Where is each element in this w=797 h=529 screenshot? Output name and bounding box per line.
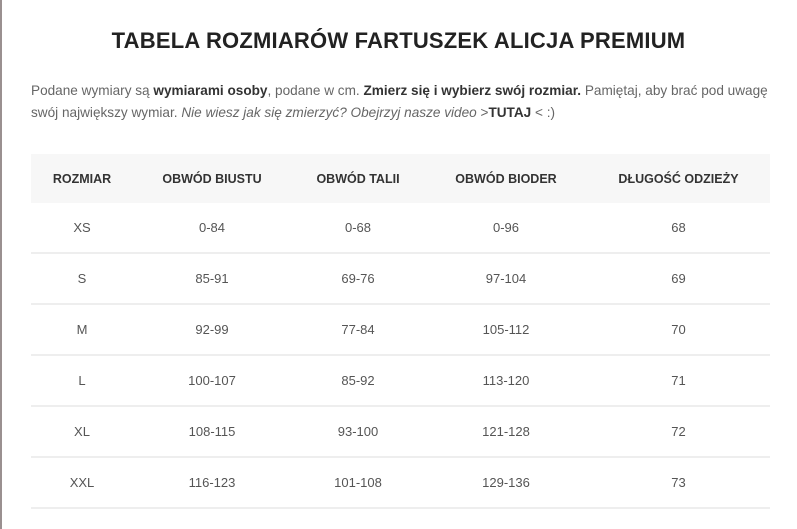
table-row: XS 0-84 0-68 0-96 68 — [31, 203, 770, 254]
table-cell: 100-107 — [133, 355, 291, 407]
video-link[interactable]: TUTAJ — [488, 105, 532, 120]
intro-text-part: < :) — [531, 105, 556, 120]
table-cell: 108-115 — [133, 406, 291, 458]
column-header: OBWÓD BIODER — [425, 154, 587, 203]
table-header-row: ROZMIAR OBWÓD BIUSTU OBWÓD TALII OBWÓD BIOD… — [31, 154, 770, 203]
table-cell: L — [31, 355, 133, 407]
table-cell: 85-92 — [291, 355, 425, 407]
page-edge — [0, 0, 2, 529]
column-header: ROZMIAR — [31, 154, 133, 203]
table-cell: M — [31, 304, 133, 356]
table-row: M 92-99 77-84 105-112 70 — [31, 304, 770, 356]
table-cell: 77-84 — [291, 304, 425, 356]
page-title: TABELA ROZMIARÓW FARTUSZEK ALICJA PREMIU… — [111, 28, 686, 53]
intro-text-part: , podane w cm. — [267, 83, 364, 98]
table-cell: 105-112 — [425, 304, 587, 356]
table-cell: 69 — [587, 253, 770, 305]
table-cell: 85-91 — [133, 253, 291, 305]
table-cell: XL — [31, 406, 133, 458]
table-cell: 68 — [587, 203, 770, 254]
table-cell: 121-128 — [425, 406, 587, 458]
intro-italic-part: Nie wiesz jak się zmierzyć? Obejrzyj nas… — [181, 105, 477, 120]
table-cell: 113-120 — [425, 355, 587, 407]
table-cell: 101-108 — [291, 457, 425, 509]
table-cell: 0-96 — [425, 203, 587, 254]
table-cell: 71 — [587, 355, 770, 407]
column-header: OBWÓD BIUSTU — [133, 154, 291, 203]
intro-text-part: > — [476, 105, 489, 120]
intro-bold-part: wymiarami osoby — [153, 83, 268, 98]
intro-bold-part: Zmierz się i wybierz swój rozmiar. — [363, 83, 582, 98]
table-row: L 100-107 85-92 113-120 71 — [31, 355, 770, 407]
table-cell: 0-84 — [133, 203, 291, 254]
table-row: XL 108-115 93-100 121-128 72 — [31, 406, 770, 458]
column-header: DŁUGOŚĆ ODZIEŻY — [587, 154, 770, 203]
table-row: S 85-91 69-76 97-104 69 — [31, 253, 770, 305]
table-cell: XS — [31, 203, 133, 254]
table-cell: 72 — [587, 406, 770, 458]
intro-text: Podane wymiary są wymiarami osoby, podan… — [31, 80, 776, 124]
size-table: ROZMIAR OBWÓD BIUSTU OBWÓD TALII OBWÓD BIOD… — [31, 154, 770, 509]
table-cell: S — [31, 253, 133, 305]
column-header: OBWÓD TALII — [291, 154, 425, 203]
table-cell: 129-136 — [425, 457, 587, 509]
table-row: XXL 116-123 101-108 129-136 73 — [31, 457, 770, 509]
table-cell: XXL — [31, 457, 133, 509]
table-cell: 0-68 — [291, 203, 425, 254]
intro-text-part: Pamiętaj, aby brać pod uwagę swój najwię… — [31, 83, 768, 120]
table-cell: 73 — [587, 457, 770, 509]
intro-text-part: Podane wymiary są — [31, 83, 154, 98]
table-cell: 70 — [587, 304, 770, 356]
table-cell: 92-99 — [133, 304, 291, 356]
table-cell: 97-104 — [425, 253, 587, 305]
table-cell: 116-123 — [133, 457, 291, 509]
table-cell: 93-100 — [291, 406, 425, 458]
table-cell: 69-76 — [291, 253, 425, 305]
